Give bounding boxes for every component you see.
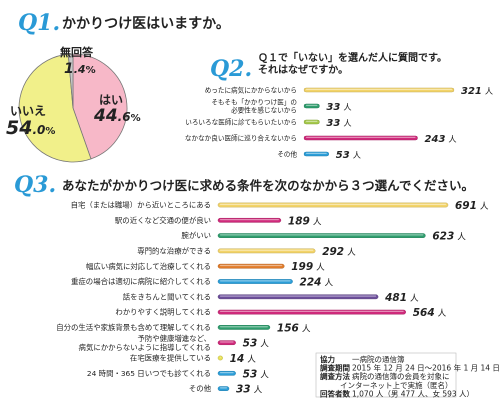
q3-question: あなたがかかりつけ医に求める条件を次のなかから３つ選んでください。 <box>62 178 474 193</box>
info-label: 調査方法 <box>320 371 350 381</box>
bar-label: わかりやすく説明してくれる <box>115 308 211 317</box>
bar <box>217 370 236 376</box>
bar <box>303 119 320 125</box>
pie-label-yes-value: 44.6% <box>93 106 141 126</box>
bar <box>217 202 449 208</box>
bar <box>217 386 230 391</box>
info-value: 2015 年 12 月 24 日〜2016 年 1 月 14 日 <box>352 363 500 373</box>
bar-label: 腕がいい <box>181 231 211 240</box>
bar-value: 691 人 <box>455 200 489 212</box>
bar-label: いろいろな医師に診てもらいたいから <box>185 117 297 126</box>
info-value: インターネット上で実施（匿名） <box>340 380 453 390</box>
bar-value: 14 人 <box>230 353 257 365</box>
bar-value: 321 人 <box>461 86 493 97</box>
bar-value: 33 人 <box>326 118 351 129</box>
info-value: 病院の通信簿の会員を対象に <box>352 371 450 381</box>
pie-label-noanswer: 無回答 1.4% <box>60 45 96 77</box>
bar-label: めったに病気にかからないから <box>205 85 297 94</box>
bar <box>303 135 418 141</box>
pie-slice-0 <box>72 53 128 160</box>
info-label: 協力 <box>320 354 335 364</box>
bar <box>303 103 320 109</box>
bar-value: 199 人 <box>291 261 325 273</box>
q3-number: Q3. <box>14 172 56 198</box>
bar-label: 24 時間・365 日いつでも診てくれる <box>87 369 211 378</box>
bar <box>217 217 282 223</box>
q2-question-line1: Ｑ１で「いない」を選んだ人に質問です。 <box>258 51 447 64</box>
bar <box>217 248 316 254</box>
bar-value: 53 人 <box>336 150 361 161</box>
bar-value: 156 人 <box>277 322 311 334</box>
bar-label: 駅の近くなど交通の便が良い <box>115 216 211 225</box>
bar-label: その他 <box>277 149 297 158</box>
bar <box>217 263 285 269</box>
bar-value: 33 人 <box>326 102 351 113</box>
survey-info-frame <box>315 352 457 398</box>
pie-label-noanswer-value: 1.4% <box>64 61 96 77</box>
bar-label: 幅広い病気に対応して治療してくれる <box>86 262 211 271</box>
bar-label: なかなか良い医師に巡り合えないから <box>185 133 297 142</box>
bar-label: 話をきちんと聞いてくれる <box>123 292 211 301</box>
bar-value: 292 人 <box>322 246 356 258</box>
info-value: 一病院の通信簿 <box>352 354 405 364</box>
q1-number: Q1. <box>18 10 60 36</box>
bar <box>217 309 406 315</box>
pie-label-no-name: いいえ <box>10 104 46 118</box>
bar-value: 189 人 <box>288 215 322 227</box>
bar-value: 243 人 <box>425 134 457 145</box>
bar <box>217 355 223 361</box>
info-label: 回答者数 <box>320 388 350 398</box>
bar <box>217 340 236 346</box>
info-label: 調査期間 <box>320 363 350 373</box>
bar <box>217 294 379 300</box>
bar <box>217 279 293 284</box>
bar-value: 623 人 <box>432 231 466 243</box>
pie-slice-2 <box>67 53 74 109</box>
q2-bar-chart: めったに病気にかからないから 321 人そもそも「かかりつけ医」の必要性を感じないか… <box>185 85 493 160</box>
pie-label-no-value: 54.0% <box>6 117 55 139</box>
q1-question: かかりつけ医はいますか。 <box>62 16 230 32</box>
pie-slice-1 <box>18 53 92 163</box>
q2-question-line2: それはなぜですか。 <box>258 64 348 76</box>
bar <box>303 87 455 93</box>
bar-label: 在宅医療を提供している <box>130 354 211 363</box>
bar-value: 33 人 <box>236 384 263 396</box>
bar-value: 53 人 <box>243 338 270 350</box>
q2-number: Q2. <box>210 56 252 82</box>
bar-label: 自分の生活や家族背景も含めて理解してくれる <box>56 323 211 332</box>
info-value: 1,070 人（男 477 人、女 593 人） <box>352 388 474 398</box>
pie-label-yes-name: はい <box>99 93 123 107</box>
bar-label: その他 <box>189 384 212 393</box>
pie-label-noanswer-name: 無回答 <box>60 45 94 59</box>
bar-value: 224 人 <box>300 276 334 288</box>
bar-label: 予防や健康増進など、病気にかからないように指導してくれる <box>79 334 211 352</box>
bar-value: 481 人 <box>384 292 419 304</box>
bar-value: 564 人 <box>413 307 447 319</box>
bar-value: 53 人 <box>243 368 270 380</box>
bar-label: 重症の場合は適切に病院に紹介してくれる <box>71 277 211 286</box>
bar <box>217 233 426 238</box>
bar-label: そもそも「かかりつけ医」の必要性を感じないから <box>211 98 297 114</box>
bar-label: 専門的な治療ができる <box>137 246 211 255</box>
bar-label: 自宅（または職場）から近いところにある <box>71 201 211 210</box>
bar <box>217 325 271 330</box>
bar <box>303 151 330 157</box>
